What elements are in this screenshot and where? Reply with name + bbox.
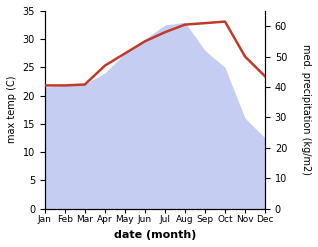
- Y-axis label: med. precipitation (kg/m2): med. precipitation (kg/m2): [301, 44, 311, 175]
- X-axis label: date (month): date (month): [114, 230, 196, 240]
- Y-axis label: max temp (C): max temp (C): [7, 76, 17, 144]
